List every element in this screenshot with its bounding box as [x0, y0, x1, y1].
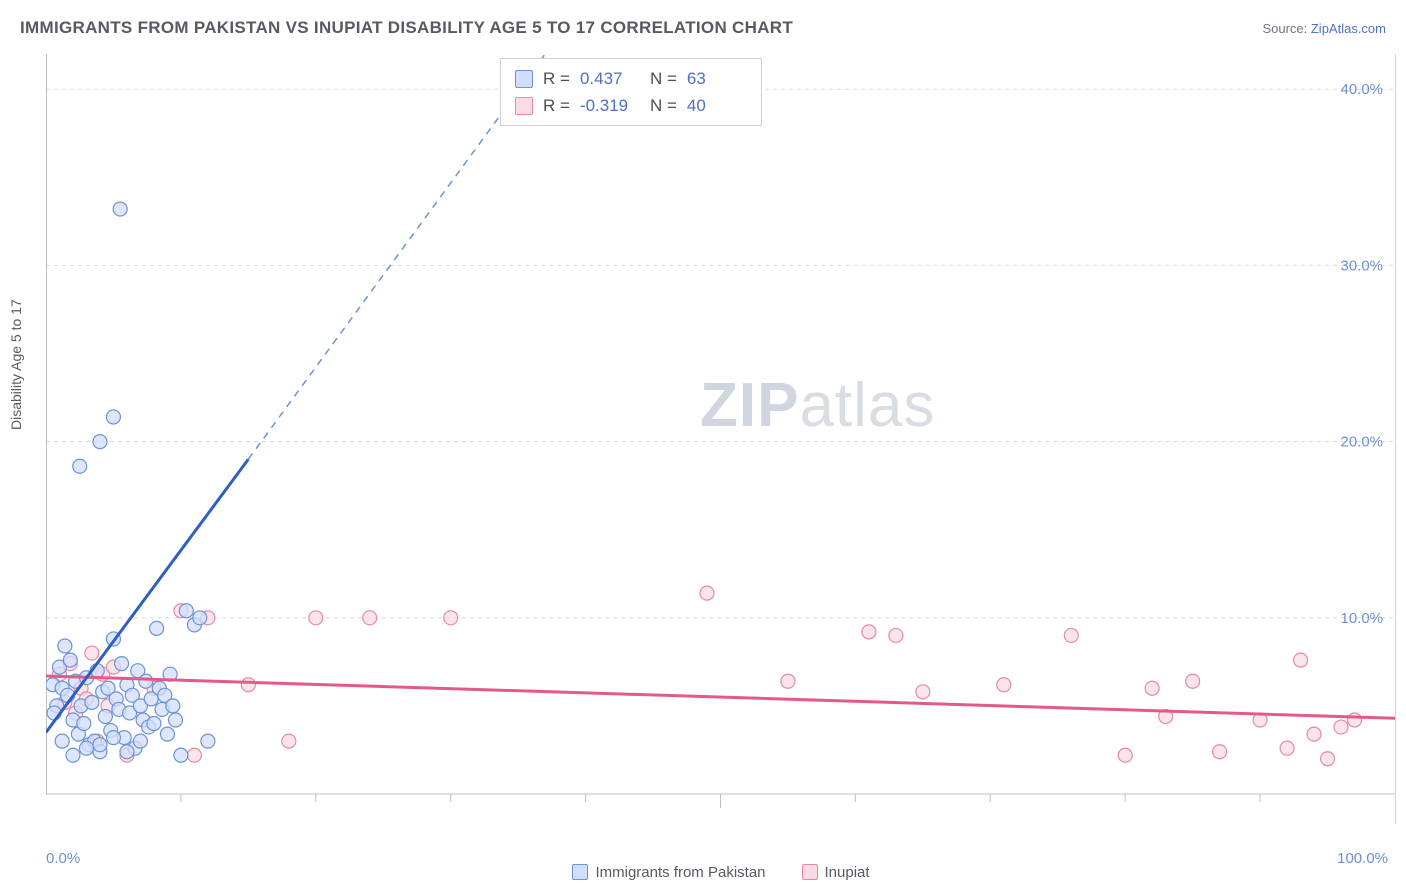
x-tick-min: 0.0%	[46, 850, 80, 867]
watermark-bold: ZIP	[700, 371, 799, 440]
source-link[interactable]: ZipAtlas.com	[1311, 21, 1386, 36]
chart-title: IMMIGRANTS FROM PAKISTAN VS INUPIAT DISA…	[20, 18, 793, 38]
svg-text:30.0%: 30.0%	[1341, 257, 1383, 274]
watermark-rest: atlas	[799, 371, 935, 440]
stat-row-series-1: R = -0.319 N = 40	[515, 92, 747, 119]
x-axis-legend: Immigrants from Pakistan Inupiat	[46, 848, 1396, 896]
xlegend-label-1: Inupiat	[825, 864, 870, 881]
chart-header: IMMIGRANTS FROM PAKISTAN VS INUPIAT DISA…	[20, 18, 1386, 38]
legend-swatch-0	[515, 70, 533, 88]
xlegend-swatch-1	[802, 864, 818, 880]
n-val-1: 40	[687, 92, 747, 119]
n-key-0: N =	[650, 65, 677, 92]
svg-text:20.0%: 20.0%	[1341, 434, 1383, 451]
x-tick-max: 100.0%	[1337, 850, 1388, 867]
stat-legend: R = 0.437 N = 63 R = -0.319 N = 40	[500, 58, 762, 126]
y-axis-label: Disability Age 5 to 17	[8, 299, 24, 430]
r-key-1: R =	[543, 92, 570, 119]
xlegend-label-0: Immigrants from Pakistan	[595, 864, 765, 881]
stat-row-series-0: R = 0.437 N = 63	[515, 65, 747, 92]
watermark: ZIPatlas	[700, 370, 935, 441]
r-val-0: 0.437	[580, 65, 640, 92]
chart-source: Source: ZipAtlas.com	[1262, 21, 1386, 36]
n-key-1: N =	[650, 92, 677, 119]
svg-text:40.0%: 40.0%	[1341, 81, 1383, 98]
xlegend-item-0: Immigrants from Pakistan	[572, 848, 765, 896]
r-val-1: -0.319	[580, 92, 640, 119]
legend-swatch-1	[515, 97, 533, 115]
xlegend-swatch-0	[572, 864, 588, 880]
r-key-0: R =	[543, 65, 570, 92]
n-val-0: 63	[687, 65, 747, 92]
xlegend-item-1: Inupiat	[802, 848, 870, 896]
source-prefix: Source:	[1262, 21, 1310, 36]
svg-text:10.0%: 10.0%	[1341, 610, 1383, 627]
